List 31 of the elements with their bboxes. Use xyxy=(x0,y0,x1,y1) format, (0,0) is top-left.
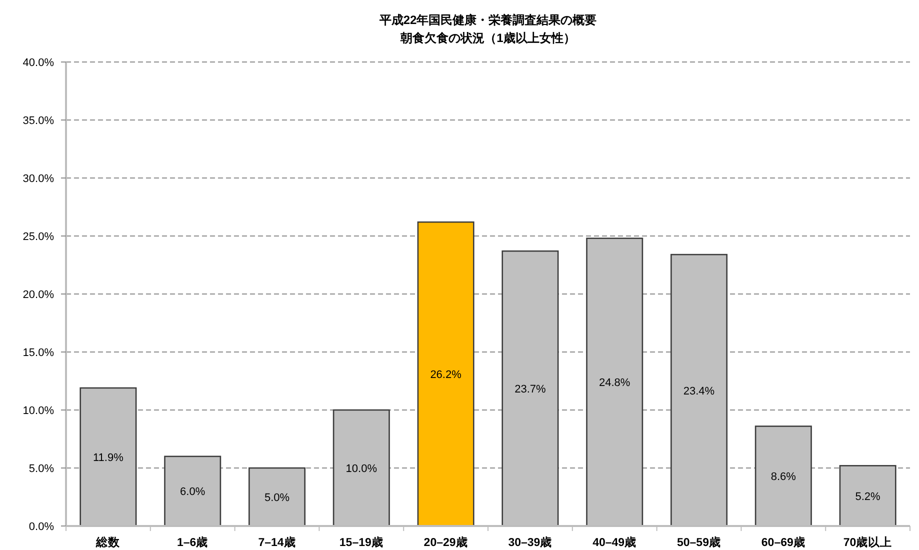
x-tick-label: 7–14歳 xyxy=(258,535,296,549)
x-tick-label: 1–6歳 xyxy=(177,535,208,549)
data-label: 11.9% xyxy=(93,452,124,464)
x-tick-label: 60–69歳 xyxy=(761,535,806,549)
y-tick-label: 10.0% xyxy=(22,405,54,417)
x-tick-label: 15–19歳 xyxy=(339,535,384,549)
x-tick-label: 40–49歳 xyxy=(592,535,637,549)
y-tick-label: 25.0% xyxy=(22,231,54,243)
data-label: 26.2% xyxy=(430,369,462,382)
y-tick-label: 0.0% xyxy=(28,521,54,533)
y-tick-label: 20.0% xyxy=(22,289,54,301)
x-tick-label: 20–29歳 xyxy=(424,535,468,549)
y-tick-label: 15.0% xyxy=(22,347,54,359)
data-label: 8.6% xyxy=(770,471,796,484)
subtitle: 朝食欠食の状況（1歳以上女性） xyxy=(400,31,576,45)
y-tick-label: 40.0% xyxy=(22,57,54,69)
data-label: 5.0% xyxy=(264,492,290,504)
y-tick-label: 5.0% xyxy=(28,463,54,475)
x-tick-label: 30–39歳 xyxy=(508,535,552,549)
x-tick-label: 50–59歳 xyxy=(677,535,721,549)
x-tick-label: 総数 xyxy=(95,536,122,549)
data-label: 6.0% xyxy=(180,486,206,498)
data-label: 10.0% xyxy=(346,463,378,475)
title: 平成22年国民健康・栄養調査結果の概要 xyxy=(379,13,597,27)
y-tick-label: 30.0% xyxy=(22,173,54,185)
data-label: 23.4% xyxy=(683,385,715,398)
y-tick-label: 35.0% xyxy=(22,115,54,127)
x-tick-label: 70歳以上 xyxy=(843,535,892,549)
data-label: 24.8% xyxy=(599,377,630,390)
data-label: 23.7% xyxy=(514,384,546,396)
data-label: 5.2% xyxy=(855,490,881,503)
